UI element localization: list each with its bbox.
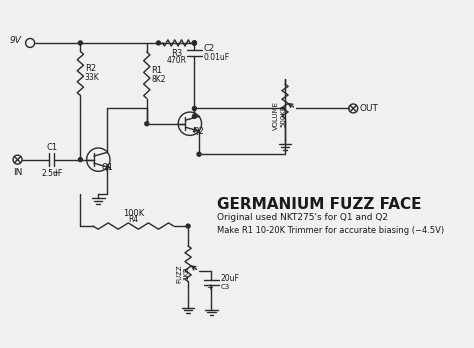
Text: 20uF: 20uF	[220, 274, 239, 283]
Text: R3: R3	[171, 49, 182, 58]
Text: 470R: 470R	[166, 56, 186, 64]
Text: +: +	[52, 168, 58, 177]
Circle shape	[78, 41, 82, 45]
Text: Make R1 10-20K Trimmer for accurate biasing (−4.5V): Make R1 10-20K Trimmer for accurate bias…	[217, 226, 444, 235]
Text: VOLUME
500KB: VOLUME 500KB	[273, 101, 286, 130]
Text: C3: C3	[220, 284, 230, 290]
Circle shape	[156, 41, 160, 45]
Text: R4: R4	[128, 215, 138, 224]
Text: FUZZ
1KB: FUZZ 1KB	[176, 264, 189, 283]
Text: +: +	[206, 284, 213, 293]
Text: 9V: 9V	[9, 36, 21, 45]
Text: Q1: Q1	[101, 163, 113, 172]
Circle shape	[145, 122, 149, 126]
Text: 33K: 33K	[85, 73, 100, 82]
Text: Original used NKT275's for Q1 and Q2: Original used NKT275's for Q1 and Q2	[217, 213, 388, 222]
Circle shape	[192, 41, 196, 45]
Circle shape	[192, 41, 196, 45]
Text: R2: R2	[85, 64, 96, 73]
Text: 8K2: 8K2	[151, 75, 166, 84]
Text: IN: IN	[13, 168, 22, 177]
Text: Q2: Q2	[192, 127, 204, 136]
Text: R1: R1	[151, 66, 163, 75]
Text: GERMANIUM FUZZ FACE: GERMANIUM FUZZ FACE	[217, 197, 421, 212]
Text: 2.5uF: 2.5uF	[41, 169, 62, 177]
Text: OUT: OUT	[360, 104, 378, 113]
Text: 0.01uF: 0.01uF	[203, 53, 229, 62]
Text: C2: C2	[203, 44, 214, 53]
Circle shape	[197, 152, 201, 156]
Circle shape	[192, 114, 196, 118]
Text: C1: C1	[46, 143, 57, 152]
Circle shape	[78, 158, 82, 161]
Circle shape	[192, 106, 196, 110]
Text: 100K: 100K	[123, 209, 144, 218]
Circle shape	[192, 41, 196, 45]
Circle shape	[186, 224, 190, 228]
